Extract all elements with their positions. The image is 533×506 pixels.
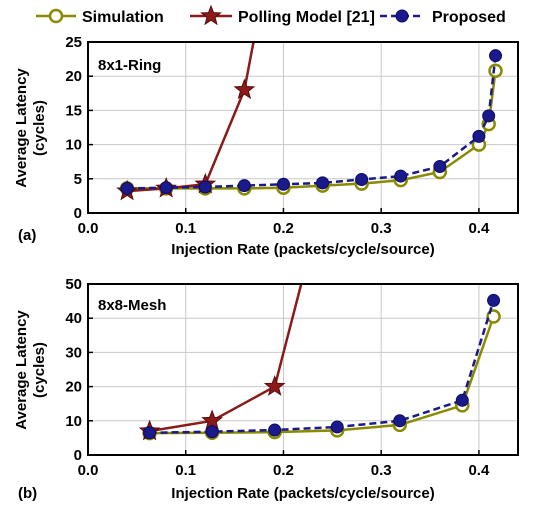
panel-label-ring: (a)	[18, 227, 36, 244]
legend-entry-polling: Polling Model [21]	[190, 4, 375, 26]
ticks-mesh: 0.0 0.1 0.2 0.3 0.4 0 10 20 30 40 50	[65, 276, 490, 479]
x-axis-label-ring: Injection Rate (packets/cycle/source)	[171, 241, 434, 258]
x-tick-label: 0.0	[78, 220, 99, 237]
x-tick-label: 0.0	[78, 462, 99, 479]
legend-polling-label: Polling Model [21]	[238, 9, 375, 26]
legend-polling-marker	[200, 4, 222, 26]
y-tick-label: 30	[65, 344, 82, 361]
data-point-polling	[233, 78, 256, 100]
x-tick-label: 0.2	[273, 220, 294, 237]
data-point-proposed	[489, 49, 503, 63]
y-tick-label: 10	[65, 137, 82, 154]
data-point-proposed	[316, 176, 330, 190]
y-tick-label: 5	[74, 171, 82, 188]
x-tick-label: 0.3	[371, 462, 392, 479]
y-axis-label-ring: Average Latency (cycles)	[13, 68, 48, 188]
y-tick-label: 20	[65, 68, 82, 85]
legend: Simulation Polling Model [21] Proposed	[36, 4, 506, 26]
series-mesh	[138, 284, 501, 441]
data-point-proposed	[487, 293, 501, 307]
y-tick-label: 0	[74, 205, 82, 222]
data-point-proposed	[330, 420, 344, 434]
data-point-proposed	[433, 159, 447, 173]
legend-proposed-marker	[395, 9, 409, 23]
legend-entry-proposed: Proposed	[380, 9, 506, 26]
data-point-proposed	[472, 129, 486, 143]
y-tick-label: 10	[65, 413, 82, 430]
data-point-proposed	[276, 177, 290, 191]
x-tick-label: 0.4	[468, 462, 490, 479]
y-axis-label-mesh-line2: (cycles)	[31, 342, 48, 398]
x-tick-label: 0.4	[468, 220, 490, 237]
legend-simulation-label: Simulation	[82, 9, 164, 26]
x-tick-label: 0.3	[371, 220, 392, 237]
data-point-proposed	[455, 393, 469, 407]
panel-title-ring: 8x1-Ring	[98, 57, 161, 74]
data-point-proposed	[268, 423, 282, 437]
data-point-proposed	[355, 172, 369, 186]
y-tick-label: 25	[65, 34, 82, 51]
data-point-proposed	[394, 169, 408, 183]
plot-frame-ring	[87, 41, 519, 214]
y-tick-label: 0	[74, 447, 82, 464]
x-axis-label-mesh: Injection Rate (packets/cycle/source)	[171, 485, 434, 502]
data-point-proposed	[159, 181, 173, 195]
series-line-polling	[149, 284, 303, 433]
data-point-proposed	[120, 181, 134, 195]
x-tick-label: 0.2	[273, 462, 294, 479]
y-axis-label-mesh-line1: Average Latency	[13, 310, 30, 430]
y-tick-label: 40	[65, 310, 82, 327]
legend-proposed-label: Proposed	[432, 9, 506, 26]
data-point-proposed	[237, 179, 251, 193]
plot-frame-mesh	[87, 283, 519, 456]
panel-ring: 0.0 0.1 0.2 0.3 0.4 0 5 10 15 20 25 8x1-Ring Injec…	[13, 34, 519, 258]
panel-mesh: 0.0 0.1 0.2 0.3 0.4 0 10 20 30 40 50 8x8-Mesh Inje…	[13, 276, 519, 502]
data-point-polling	[201, 409, 223, 431]
legend-simulation-marker	[48, 8, 64, 24]
panel-label-mesh: (b)	[18, 485, 37, 502]
series-line-polling	[127, 42, 255, 193]
y-tick-label: 20	[65, 379, 82, 396]
y-tick-label: 15	[65, 102, 82, 119]
data-point-proposed	[198, 180, 212, 194]
data-point-proposed	[482, 109, 496, 123]
panel-title-mesh: 8x8-Mesh	[98, 297, 166, 314]
series-ring	[116, 42, 503, 201]
data-point-proposed	[205, 425, 219, 439]
x-tick-label: 0.1	[175, 462, 196, 479]
y-axis-label-ring-line1: Average Latency	[13, 68, 30, 188]
y-tick-label: 50	[65, 276, 82, 293]
data-point-simulation	[488, 63, 503, 78]
legend-entry-simulation: Simulation	[36, 8, 164, 26]
data-point-proposed	[143, 426, 157, 440]
ticks-ring: 0.0 0.1 0.2 0.3 0.4 0 5 10 15 20 25	[65, 34, 490, 237]
y-axis-label-ring-line2: (cycles)	[31, 100, 48, 156]
y-axis-label-mesh: Average Latency (cycles)	[13, 310, 48, 430]
series-line-simulation	[149, 316, 495, 435]
x-tick-label: 0.1	[175, 220, 196, 237]
data-point-polling	[263, 375, 286, 396]
data-point-proposed	[393, 414, 407, 428]
